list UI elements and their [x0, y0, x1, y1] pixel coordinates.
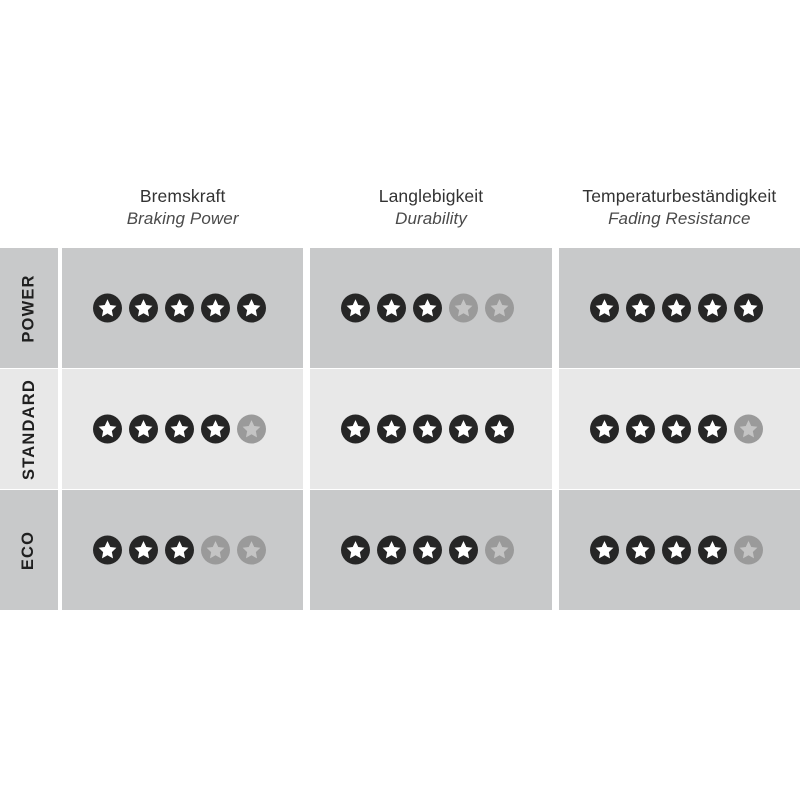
- row-label-text: POWER: [19, 273, 38, 343]
- rating-cell-eco-braking-power: [62, 490, 304, 610]
- star-filled-icon: [413, 293, 443, 323]
- star-rating: [93, 414, 266, 444]
- star-filled-icon: [93, 414, 122, 444]
- row-label-standard: STANDARD: [0, 369, 58, 489]
- star-empty-icon: [485, 293, 515, 323]
- column-header-fading-resistance: Temperaturbeständigkeit Fading Resistanc…: [559, 186, 800, 244]
- star-filled-icon: [377, 414, 407, 444]
- star-filled-icon: [165, 414, 194, 444]
- star-filled-icon: [201, 293, 230, 323]
- star-filled-icon: [129, 414, 158, 444]
- row-label-power: POWER: [0, 248, 58, 368]
- star-filled-icon: [485, 414, 515, 444]
- column-header-braking-power: Bremskraft Braking Power: [62, 186, 303, 244]
- star-filled-icon: [625, 293, 655, 323]
- star-empty-icon: [237, 535, 266, 565]
- star-filled-icon: [449, 414, 479, 444]
- star-filled-icon: [449, 535, 479, 565]
- star-rating: [341, 414, 515, 444]
- star-empty-icon: [201, 535, 230, 565]
- star-filled-icon: [377, 535, 407, 565]
- star-empty-icon: [733, 414, 763, 444]
- column-header-title-de: Bremskraft: [139, 186, 226, 206]
- row-label-cell-standard: STANDARD: [0, 369, 58, 489]
- rating-cell-power-braking-power: [62, 248, 304, 368]
- star-rating: [589, 414, 763, 444]
- star-filled-icon: [129, 535, 158, 565]
- star-filled-icon: [129, 293, 158, 323]
- star-filled-icon: [589, 535, 619, 565]
- row-label-text: ECO: [19, 530, 38, 570]
- rating-cell-eco-fading-resistance: [558, 490, 800, 610]
- star-filled-icon: [341, 293, 371, 323]
- star-filled-icon: [661, 293, 691, 323]
- star-empty-icon: [237, 414, 266, 444]
- star-filled-icon: [661, 535, 691, 565]
- star-rating: [341, 535, 515, 565]
- column-header-title-en: Braking Power: [126, 208, 239, 228]
- star-filled-icon: [589, 293, 619, 323]
- star-filled-icon: [377, 293, 407, 323]
- star-filled-icon: [165, 535, 194, 565]
- star-empty-icon: [449, 293, 479, 323]
- column-header-title-en: Fading Resistance: [608, 208, 751, 228]
- column-header-durability: Langlebigkeit Durability: [310, 186, 551, 244]
- star-filled-icon: [661, 414, 691, 444]
- star-filled-icon: [589, 414, 619, 444]
- rating-cell-power-fading-resistance: [558, 248, 800, 368]
- star-rating: [93, 293, 266, 323]
- row-cells: [62, 369, 800, 489]
- table-row: POWER: [0, 248, 800, 368]
- rating-cell-eco-durability: [310, 490, 552, 610]
- star-empty-icon: [485, 535, 515, 565]
- star-filled-icon: [201, 414, 230, 444]
- star-filled-icon: [93, 535, 122, 565]
- star-rating: [589, 293, 763, 323]
- star-filled-icon: [237, 293, 266, 323]
- table-row: STANDARD: [0, 369, 800, 489]
- star-filled-icon: [165, 293, 194, 323]
- star-rating: [589, 535, 763, 565]
- column-header-title-en: Durability: [395, 208, 467, 228]
- star-filled-icon: [413, 535, 443, 565]
- star-filled-icon: [697, 293, 727, 323]
- row-cells: [62, 490, 800, 610]
- star-filled-icon: [341, 535, 371, 565]
- row-cells: [62, 248, 800, 368]
- rating-cell-standard-braking-power: [62, 369, 304, 489]
- star-filled-icon: [625, 414, 655, 444]
- column-header-title-de: Langlebigkeit: [378, 186, 484, 206]
- star-filled-icon: [697, 414, 727, 444]
- star-filled-icon: [733, 293, 763, 323]
- column-headers: Bremskraft Braking Power Langlebigkeit D…: [62, 186, 800, 244]
- rating-cell-standard-durability: [310, 369, 552, 489]
- column-header-title-de: Temperaturbeständigkeit: [582, 186, 777, 206]
- star-filled-icon: [93, 293, 122, 323]
- table-row: ECO: [0, 490, 800, 610]
- rating-cell-power-durability: [310, 248, 552, 368]
- star-filled-icon: [625, 535, 655, 565]
- rating-cell-standard-fading-resistance: [558, 369, 800, 489]
- star-filled-icon: [341, 414, 371, 444]
- star-empty-icon: [733, 535, 763, 565]
- star-rating: [93, 535, 266, 565]
- star-rating: [341, 293, 515, 323]
- row-label-cell-eco: ECO: [0, 490, 58, 610]
- row-label-eco: ECO: [0, 490, 58, 610]
- star-filled-icon: [413, 414, 443, 444]
- star-filled-icon: [697, 535, 727, 565]
- row-label-cell-power: POWER: [0, 248, 58, 368]
- row-label-text: STANDARD: [19, 378, 38, 480]
